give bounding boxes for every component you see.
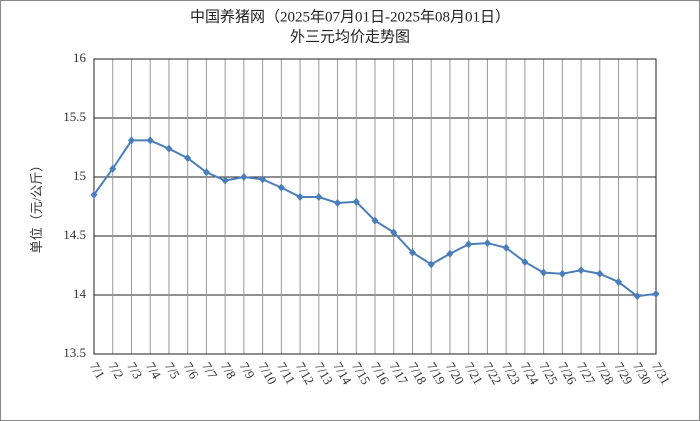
- y-tick-label: 16: [73, 50, 87, 65]
- chart-title: 中国养猪网（2025年07月01日-2025年08月01日）: [190, 8, 510, 25]
- marker: [540, 268, 548, 277]
- x-tick-label: 7/4: [143, 359, 165, 381]
- marker: [334, 198, 342, 207]
- marker: [352, 197, 360, 206]
- x-tick-label: 7/5: [162, 359, 183, 381]
- marker: [259, 175, 267, 184]
- marker: [109, 164, 117, 173]
- y-tick-label: 15: [73, 168, 86, 183]
- marker: [277, 183, 285, 192]
- marker: [127, 136, 135, 145]
- marker: [427, 260, 435, 269]
- marker: [371, 216, 379, 225]
- marker: [240, 173, 248, 181]
- marker: [90, 190, 98, 199]
- plot-border: [93, 58, 657, 355]
- x-tick-label: 7/7: [199, 359, 221, 381]
- marker: [596, 269, 604, 278]
- marker: [408, 248, 416, 257]
- x-tick-label: 7/1: [87, 359, 108, 381]
- marker: [202, 168, 210, 177]
- marker: [633, 292, 641, 301]
- x-tick-label: 7/6: [180, 359, 202, 381]
- marker: [483, 239, 491, 248]
- marker: [221, 176, 229, 185]
- y-tick-label: 13.5: [63, 345, 86, 360]
- marker: [390, 228, 398, 237]
- x-tick-label: 7/8: [218, 359, 239, 381]
- marker: [521, 257, 529, 266]
- marker: [315, 193, 323, 202]
- y-axis-label: 单位（元/公斤）: [29, 159, 44, 254]
- marker: [165, 144, 173, 153]
- marker: [446, 249, 454, 258]
- marker: [577, 266, 585, 275]
- x-tick-label: 7/2: [106, 359, 127, 381]
- marker: [615, 278, 623, 287]
- marker: [296, 193, 304, 202]
- marker: [465, 240, 473, 249]
- y-tick-label: 14.5: [63, 227, 86, 242]
- marker: [558, 269, 566, 278]
- x-tick-label: 7/3: [124, 359, 145, 381]
- x-tick-label: 7/9: [237, 359, 258, 381]
- marker: [652, 289, 660, 298]
- marker: [502, 243, 510, 252]
- marker: [184, 154, 192, 163]
- y-tick-label: 15.5: [63, 109, 86, 124]
- marker: [146, 136, 154, 145]
- y-tick-label: 14: [73, 286, 87, 301]
- chart-subtitle: 外三元均价走势图: [290, 28, 410, 45]
